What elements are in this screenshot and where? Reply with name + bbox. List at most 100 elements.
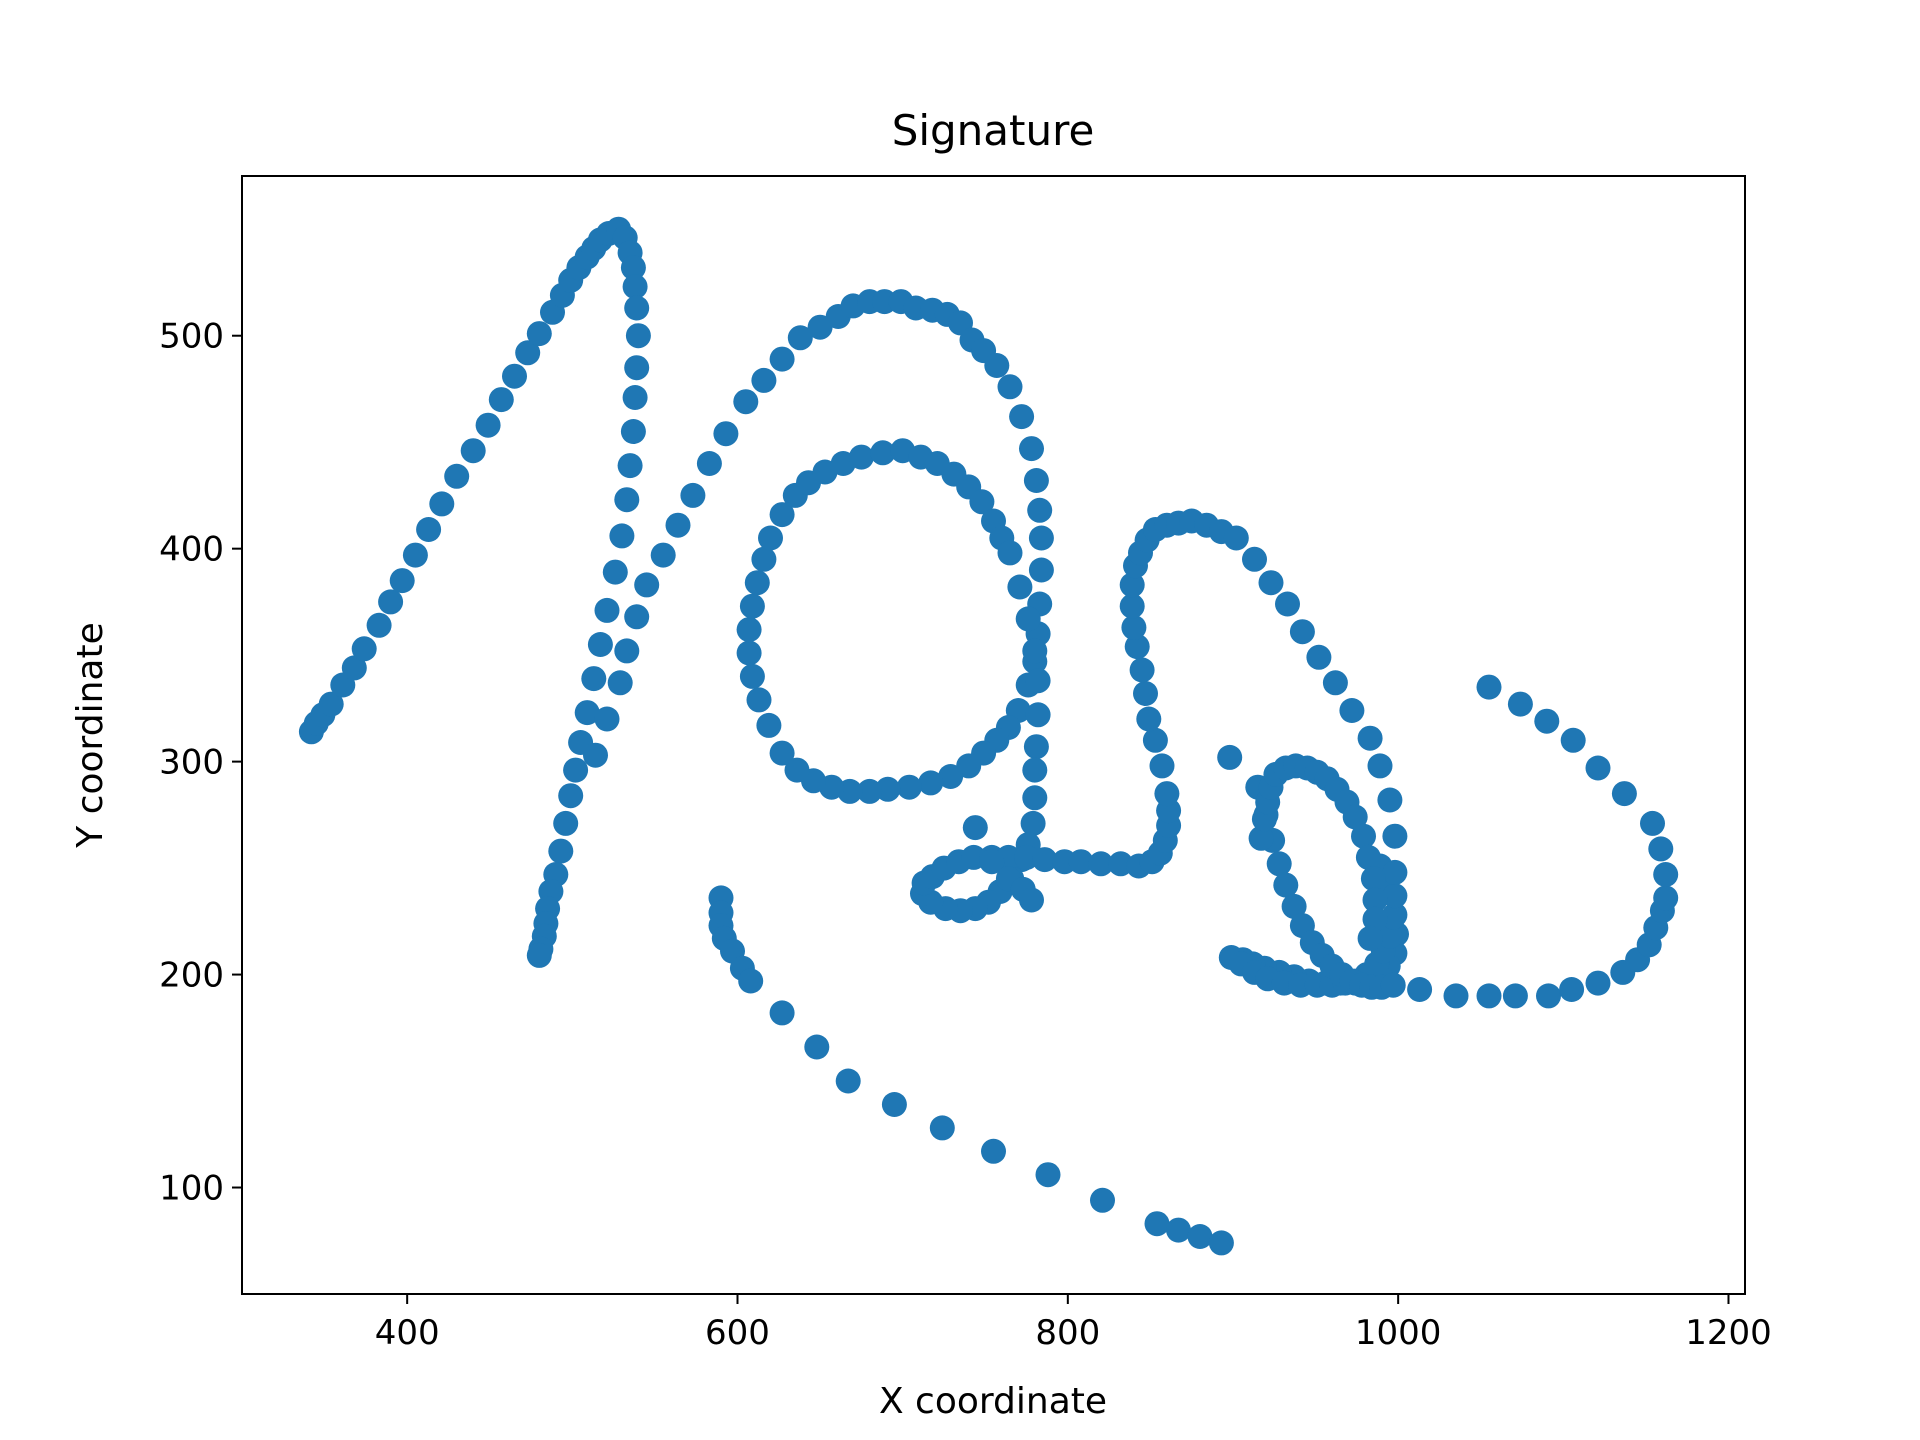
- data-point: [429, 491, 455, 517]
- data-point: [1129, 657, 1155, 683]
- data-point: [594, 597, 620, 623]
- data-point: [1025, 702, 1051, 728]
- y-tick-label: 100: [159, 1169, 224, 1209]
- data-point: [1217, 744, 1243, 770]
- data-point: [1653, 885, 1679, 911]
- data-point: [1382, 823, 1408, 849]
- data-point: [1022, 757, 1048, 783]
- data-point: [460, 438, 486, 464]
- data-point: [1380, 972, 1406, 998]
- data-point: [1322, 670, 1348, 696]
- data-point: [1154, 781, 1180, 807]
- x-tick-label: 1000: [1355, 1313, 1442, 1353]
- data-point: [1367, 753, 1393, 779]
- data-point: [746, 687, 772, 713]
- data-point: [1648, 836, 1674, 862]
- data-point: [563, 757, 589, 783]
- data-point: [739, 663, 765, 689]
- data-point: [617, 453, 643, 479]
- data-points: [298, 216, 1679, 1256]
- data-point: [553, 810, 579, 836]
- data-point: [665, 512, 691, 538]
- data-point: [558, 783, 584, 809]
- data-point: [1121, 615, 1147, 640]
- data-point: [1306, 644, 1332, 670]
- y-tick-label: 500: [159, 317, 224, 357]
- data-point: [1022, 785, 1048, 811]
- data-point: [1536, 983, 1561, 1009]
- data-point: [609, 523, 635, 549]
- data-point: [574, 700, 600, 726]
- data-point: [1025, 668, 1051, 694]
- data-point: [804, 1034, 830, 1060]
- data-point: [1009, 404, 1035, 430]
- data-point: [1166, 1217, 1191, 1243]
- data-point: [581, 666, 607, 692]
- y-tick-label: 300: [159, 743, 224, 783]
- data-point: [548, 838, 574, 864]
- data-point: [769, 502, 795, 528]
- data-point: [526, 321, 552, 347]
- data-point: [341, 655, 367, 681]
- data-point: [680, 482, 706, 508]
- data-point: [848, 444, 874, 470]
- data-point: [751, 546, 777, 572]
- data-point: [1015, 606, 1041, 632]
- data-point: [835, 1068, 861, 1094]
- data-point: [857, 778, 883, 804]
- data-point: [758, 525, 783, 551]
- data-point: [1133, 681, 1158, 706]
- x-tick-label: 600: [705, 1313, 770, 1353]
- y-axis-label: Y coordinate: [70, 622, 111, 848]
- data-point: [1020, 810, 1046, 836]
- data-point: [1380, 904, 1406, 930]
- data-point: [515, 340, 541, 366]
- data-point: [607, 670, 633, 696]
- data-point: [1108, 851, 1134, 877]
- data-point: [1362, 906, 1388, 932]
- data-point: [1187, 1224, 1213, 1249]
- data-point: [625, 323, 651, 349]
- data-point: [614, 638, 640, 664]
- data-point: [1357, 725, 1383, 751]
- data-point: [918, 770, 944, 796]
- data-point: [1208, 1230, 1234, 1256]
- data-point: [1028, 557, 1054, 583]
- data-point: [1407, 977, 1433, 1002]
- x-axis-label: X coordinate: [879, 1381, 1107, 1422]
- y-tick-label: 200: [159, 956, 224, 996]
- data-point: [1014, 844, 1039, 870]
- data-point: [733, 389, 759, 415]
- data-point: [1142, 727, 1168, 753]
- data-point: [1019, 436, 1044, 462]
- data-point: [378, 589, 404, 615]
- data-point: [526, 942, 552, 968]
- data-point: [807, 314, 833, 340]
- data-point: [1149, 753, 1175, 779]
- data-point: [1476, 674, 1502, 700]
- data-point: [1362, 887, 1388, 913]
- data-point: [1144, 1211, 1170, 1237]
- data-point: [1068, 849, 1094, 875]
- data-point: [1124, 634, 1150, 660]
- data-point: [713, 421, 739, 447]
- data-point: [981, 1138, 1006, 1164]
- data-point: [997, 374, 1023, 400]
- data-point: [622, 385, 648, 410]
- data-point: [1273, 872, 1299, 898]
- data-point: [1088, 851, 1114, 877]
- x-tick-label: 1200: [1685, 1313, 1772, 1353]
- data-point: [351, 636, 377, 662]
- data-point: [956, 753, 982, 779]
- data-point: [1382, 883, 1408, 909]
- data-point: [1342, 804, 1368, 830]
- data-point: [587, 632, 613, 657]
- data-point: [736, 617, 762, 643]
- data-point: [1022, 638, 1048, 664]
- data-point: [1476, 983, 1502, 1009]
- data-point: [1357, 925, 1383, 951]
- data-point: [1007, 574, 1033, 600]
- data-point: [962, 815, 988, 841]
- data-point: [1028, 525, 1054, 551]
